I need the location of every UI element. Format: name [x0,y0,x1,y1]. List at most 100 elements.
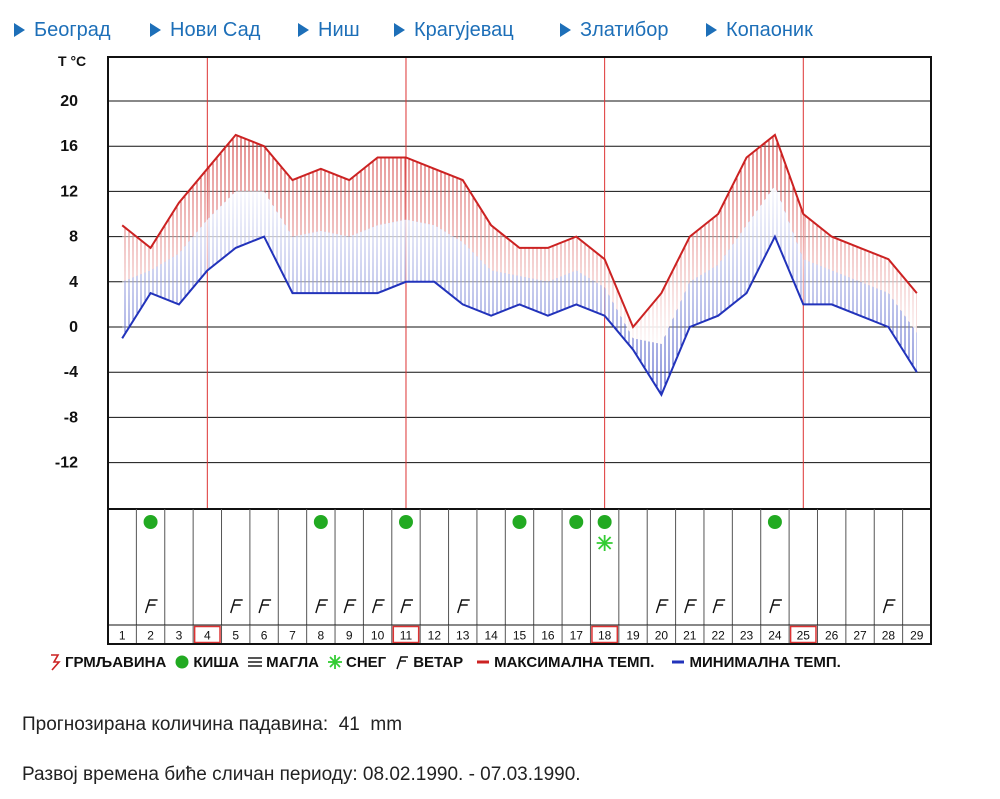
y-tick-label: 8 [69,229,78,246]
day-label: 24 [768,629,782,643]
day-label: 21 [683,629,697,643]
nav-link-label: Копаоник [726,18,813,41]
day-label: 18 [598,629,612,643]
legend-item-snow: СНЕГ [327,654,386,671]
legend-label: МАКСИМАЛНА ТЕМП. [494,653,655,671]
arrow-right-icon [394,23,405,37]
day-label: 27 [853,629,867,643]
nav-link-beograd[interactable]: Београд [14,14,111,46]
day-axis: 1 2 3 4 5 6 7 8 9 10 11 12 13 14 15 16 17 18 19 20 21 22 23 24 2… [108,624,931,644]
weather-events-panel [108,508,931,625]
y-tick-label: 0 [69,319,78,336]
day-label: 29 [910,629,924,643]
day-label: 7 [289,629,296,643]
snow-stroke [598,536,612,550]
day-label: 4 [204,629,211,643]
arrow-right-icon [14,23,25,37]
wind-icon [144,599,158,614]
day-label: 15 [513,629,527,643]
rain-icon [512,515,527,529]
day-label: 20 [655,629,669,643]
rain-icon [143,515,158,529]
wind-icon [371,599,385,614]
wind-icon [712,599,726,614]
legend-item-max-temp: МАКСИМАЛНА ТЕМП. [475,654,654,671]
y-axis-ticks: 20 16 12 8 4 0 -4 -8 -12 [55,93,78,472]
thunder-icon [51,654,61,671]
snow-icon [328,655,342,669]
wind-icon [315,599,328,614]
day-label: 5 [232,629,239,643]
day-label: 11 [400,629,413,643]
day-label: 22 [711,629,725,643]
legend-item-wind: ВЕТАР [394,654,463,671]
day-label: 6 [261,629,268,643]
legend-item-min-temp: МИНИМАЛНА ТЕМП. [670,654,841,671]
wind-icon [457,599,470,614]
snow-icon [596,535,613,551]
rain-icon [767,515,782,529]
day-label: 9 [346,629,353,643]
day-label: 12 [428,629,442,643]
day-label: 28 [882,629,896,643]
day-label: 25 [797,629,811,643]
chart-frame [107,56,932,645]
y-tick-label: 12 [60,183,78,200]
nav-link-label: Београд [34,18,111,41]
marked-day-box [789,625,817,644]
precipitation-label: Прогнозирана количина падавина: [22,714,329,735]
fog-icon [248,657,263,667]
y-tick-label: 4 [69,274,78,291]
precipitation-unit: mm [370,714,403,735]
nav-link-label: Нови Сад [170,18,261,41]
min-temp-line [121,234,918,397]
day-label: 2 [147,629,154,643]
temperature-band [122,134,917,395]
rain-icon [569,515,584,529]
y-tick-label: 16 [60,138,78,155]
legend-item-thunder: ГРМЉАВИНА [48,653,166,671]
wind-icon [400,599,413,614]
arrow-right-icon [706,23,717,37]
series-lines [121,133,918,397]
rain-icon [398,515,413,529]
day-label: 16 [541,629,555,643]
legend-label: ГРМЉАВИНА [65,653,167,671]
wind-icon [258,599,272,614]
day-label: 19 [626,629,640,643]
max-temp-band-fade [122,134,917,344]
nav-link-kragujevac[interactable]: Крагујевац [394,14,514,46]
wind-icon [769,599,782,614]
y-tick-label: -4 [64,364,78,381]
arrow-right-icon [298,23,309,37]
rain-icon [597,515,612,529]
wind-icon [655,599,669,614]
arrow-right-icon [150,23,161,37]
min-temp-line-icon [672,660,685,664]
nav-link-novi-sad[interactable]: Нови Сад [150,14,260,46]
legend-item-rain: КИША [174,654,239,671]
legend-label: КИША [193,653,240,671]
day-label: 14 [484,629,498,643]
wind-icon [230,599,243,614]
marked-day-box [392,625,420,644]
day-label: 1 [119,629,126,643]
day-label: 17 [570,629,584,643]
arrow-right-icon [560,23,571,37]
nav-link-nis[interactable]: Ниш [298,14,360,46]
legend-label: СНЕГ [346,653,387,671]
similar-period-text: Развој времена биће сличан периоду: 08.0… [22,764,581,785]
nav-link-label: Крагујевац [414,18,514,41]
legend-item-fog: МАГЛА [247,654,319,671]
rain-icon [175,655,189,669]
legend-label: ВЕТАР [413,653,464,671]
nav-link-kopaonik[interactable]: Копаоник [706,14,813,46]
nav-link-label: Ниш [318,18,360,41]
precipitation-forecast: Прогнозирана количина падавина: 41 mm [22,714,402,736]
wind-icon [396,656,409,670]
day-label: 10 [371,629,385,643]
nav-link-zlatibor[interactable]: Златибор [560,14,668,46]
max-temp-line-icon [477,660,490,664]
legend-label: МАГЛА [266,653,319,671]
